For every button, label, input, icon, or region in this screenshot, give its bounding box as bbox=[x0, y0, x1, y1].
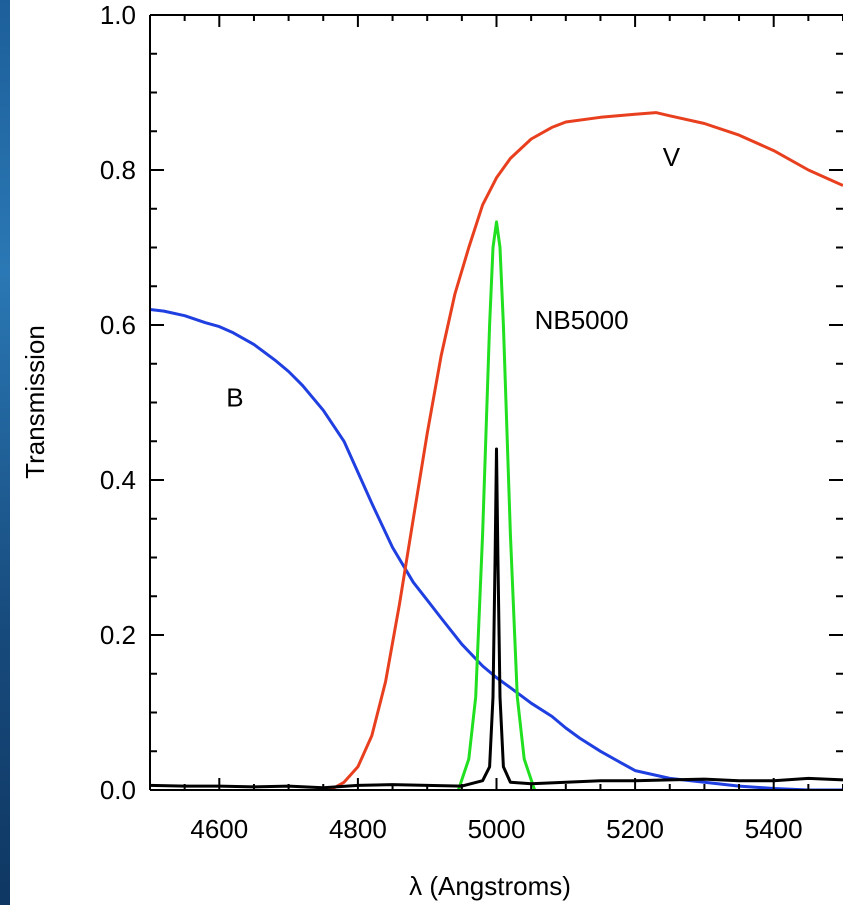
labels-layer: λ (Angstroms) Transmission B V NB5000 bbox=[20, 142, 681, 901]
x-tick-label: 5200 bbox=[606, 814, 664, 844]
y-tick-label: 0.4 bbox=[100, 465, 136, 495]
ticks-layer: 4600 4800 5000 5200 5400 0.0 0.2 0.4 0.6 0.8 1.0 bbox=[100, 0, 843, 844]
x-tick-label: 5400 bbox=[745, 814, 803, 844]
y-tick-label: 0.0 bbox=[100, 775, 136, 805]
y-tick-label: 1.0 bbox=[100, 0, 136, 30]
x-axis-label: λ (Angstroms) bbox=[409, 871, 571, 901]
series-line-v bbox=[324, 111, 843, 790]
x-tick-label: 4800 bbox=[329, 814, 387, 844]
y-tick-label: 0.6 bbox=[100, 310, 136, 340]
left-edge-strip bbox=[0, 0, 10, 905]
series-layer bbox=[150, 111, 843, 790]
y-tick-label: 0.2 bbox=[100, 620, 136, 650]
series-line-spectrum-3 bbox=[150, 447, 843, 790]
y-tick-label: 0.8 bbox=[100, 155, 136, 185]
x-tick-label: 5000 bbox=[468, 814, 526, 844]
series-line-b bbox=[150, 308, 843, 790]
series-label-v: V bbox=[663, 142, 681, 172]
axes-layer bbox=[149, 14, 843, 791]
series-label-b: B bbox=[226, 382, 243, 412]
series-line-nb5000 bbox=[456, 220, 537, 790]
x-tick-label: 4600 bbox=[190, 814, 248, 844]
y-axis-label: Transmission bbox=[20, 325, 50, 479]
series-label-nb5000: NB5000 bbox=[535, 305, 629, 335]
